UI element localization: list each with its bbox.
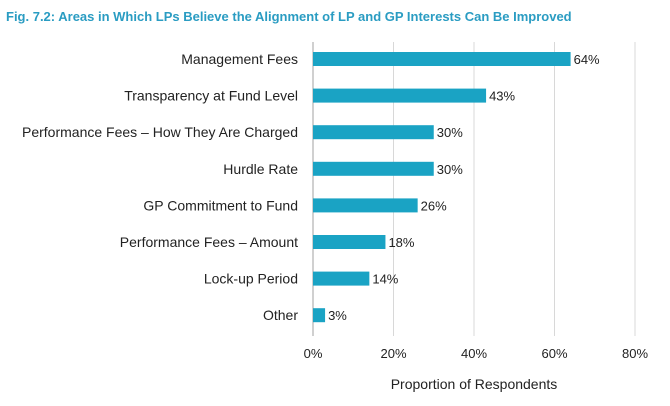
category-label: Hurdle Rate [223,161,298,177]
bar [313,88,487,103]
value-label: 14% [372,272,398,287]
bars [313,52,571,323]
value-label: 43% [489,89,515,104]
bar [313,308,326,323]
category-label: Performance Fees – How They Are Charged [22,124,298,140]
category-label: Management Fees [181,51,298,67]
bar [313,161,434,176]
category-label: Lock-up Period [204,271,298,287]
x-axis-title: Proportion of Respondents [391,376,558,392]
x-tick-label: 60% [541,346,567,361]
chart-title: Fig. 7.2: Areas in Which LPs Believe the… [6,9,572,24]
category-label: Transparency at Fund Level [124,88,298,104]
category-labels: Management Fees Transparency at Fund Leve… [22,51,298,323]
bar [313,198,418,213]
value-label: 26% [421,198,447,213]
bar [313,235,386,249]
bar [313,271,370,286]
x-tick-label: 0% [304,346,323,361]
bar [313,52,571,66]
category-label: GP Commitment to Fund [143,197,298,213]
category-label: Other [263,307,298,323]
value-label: 18% [388,235,414,250]
value-label: 30% [437,125,463,140]
bar [313,125,434,140]
value-labels: 64% 43% 30% 30% 26% 18% 14% 3% [328,52,600,323]
x-tick-label: 20% [380,346,406,361]
x-tick-label: 80% [622,346,648,361]
x-tick-labels: 0% 20% 40% 60% 80% [304,346,649,361]
value-label: 30% [437,162,463,177]
grid-lines [312,42,636,336]
x-tick-label: 40% [461,346,487,361]
value-label: 3% [328,308,347,323]
category-label: Performance Fees – Amount [120,234,298,250]
value-label: 64% [574,52,600,67]
